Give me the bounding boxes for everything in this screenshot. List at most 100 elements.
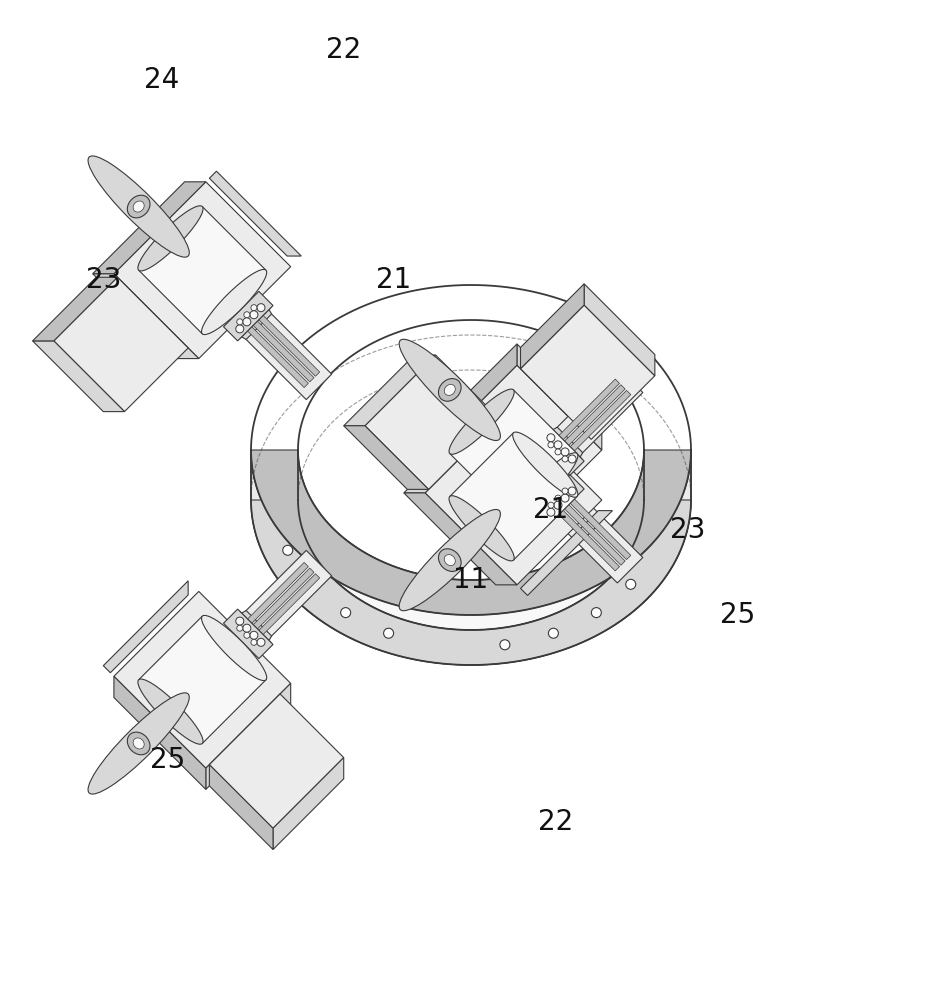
Polygon shape	[344, 355, 435, 426]
Polygon shape	[92, 182, 206, 274]
Text: 21: 21	[533, 496, 569, 524]
Circle shape	[568, 487, 577, 495]
Polygon shape	[259, 315, 319, 376]
Polygon shape	[449, 433, 577, 560]
Polygon shape	[239, 307, 332, 400]
Polygon shape	[449, 390, 577, 517]
Polygon shape	[521, 284, 584, 369]
Text: 23: 23	[86, 266, 122, 294]
Polygon shape	[209, 765, 273, 850]
Circle shape	[547, 508, 555, 516]
Circle shape	[236, 617, 244, 625]
Circle shape	[625, 579, 636, 589]
Circle shape	[561, 448, 569, 456]
Polygon shape	[533, 428, 582, 477]
Ellipse shape	[438, 379, 461, 401]
Ellipse shape	[445, 555, 455, 566]
Polygon shape	[458, 525, 484, 552]
Polygon shape	[33, 341, 124, 412]
Polygon shape	[521, 511, 612, 595]
Polygon shape	[425, 365, 602, 542]
Polygon shape	[54, 277, 188, 412]
Ellipse shape	[127, 732, 150, 755]
Circle shape	[236, 325, 244, 333]
Polygon shape	[273, 758, 344, 850]
Circle shape	[554, 501, 562, 509]
Polygon shape	[248, 327, 308, 388]
Polygon shape	[570, 499, 631, 560]
Ellipse shape	[445, 384, 455, 395]
Circle shape	[250, 631, 258, 639]
Circle shape	[568, 455, 577, 463]
Circle shape	[251, 305, 257, 311]
Polygon shape	[365, 355, 499, 489]
Polygon shape	[251, 500, 691, 665]
Ellipse shape	[202, 269, 267, 335]
Circle shape	[562, 488, 568, 494]
Polygon shape	[404, 408, 510, 493]
Ellipse shape	[399, 339, 500, 441]
Polygon shape	[251, 450, 691, 615]
Ellipse shape	[512, 432, 577, 497]
Polygon shape	[414, 461, 499, 553]
Ellipse shape	[449, 496, 514, 561]
Polygon shape	[584, 284, 655, 376]
Circle shape	[244, 312, 250, 318]
Ellipse shape	[202, 615, 267, 681]
Circle shape	[548, 442, 554, 448]
Polygon shape	[251, 450, 691, 665]
Polygon shape	[222, 611, 271, 660]
Circle shape	[257, 638, 265, 646]
Polygon shape	[570, 390, 631, 451]
Circle shape	[283, 545, 293, 555]
Polygon shape	[544, 484, 583, 523]
Ellipse shape	[133, 738, 144, 749]
Polygon shape	[533, 473, 582, 522]
Circle shape	[244, 632, 250, 638]
Circle shape	[548, 502, 554, 508]
Circle shape	[561, 494, 569, 502]
Circle shape	[250, 311, 258, 319]
Polygon shape	[298, 450, 644, 630]
Polygon shape	[92, 274, 199, 359]
Text: 24: 24	[144, 66, 180, 94]
Polygon shape	[206, 683, 291, 789]
Circle shape	[236, 625, 243, 631]
Ellipse shape	[138, 679, 203, 744]
Polygon shape	[404, 493, 517, 585]
Polygon shape	[425, 344, 517, 457]
Circle shape	[243, 624, 251, 632]
Polygon shape	[114, 591, 291, 768]
Polygon shape	[550, 367, 642, 460]
Polygon shape	[222, 290, 271, 339]
Circle shape	[555, 449, 561, 455]
Polygon shape	[146, 214, 173, 241]
Polygon shape	[550, 490, 642, 583]
Polygon shape	[146, 709, 173, 736]
Text: 22: 22	[326, 36, 362, 64]
Circle shape	[341, 608, 350, 618]
Circle shape	[592, 608, 601, 618]
Polygon shape	[535, 426, 584, 475]
Ellipse shape	[438, 549, 461, 571]
Polygon shape	[138, 616, 266, 743]
Ellipse shape	[449, 389, 514, 454]
Ellipse shape	[138, 206, 203, 271]
Polygon shape	[223, 609, 273, 659]
Polygon shape	[521, 305, 655, 439]
Circle shape	[500, 640, 510, 650]
Circle shape	[243, 318, 251, 326]
Circle shape	[473, 477, 479, 483]
Polygon shape	[209, 694, 344, 828]
Polygon shape	[253, 321, 314, 382]
Ellipse shape	[399, 509, 500, 611]
Text: 22: 22	[538, 808, 574, 836]
Polygon shape	[517, 344, 602, 450]
Polygon shape	[138, 207, 266, 334]
Circle shape	[236, 319, 243, 325]
Polygon shape	[564, 385, 625, 446]
Circle shape	[555, 495, 561, 501]
Polygon shape	[458, 398, 484, 425]
Text: 23: 23	[670, 516, 706, 544]
Polygon shape	[344, 426, 429, 489]
